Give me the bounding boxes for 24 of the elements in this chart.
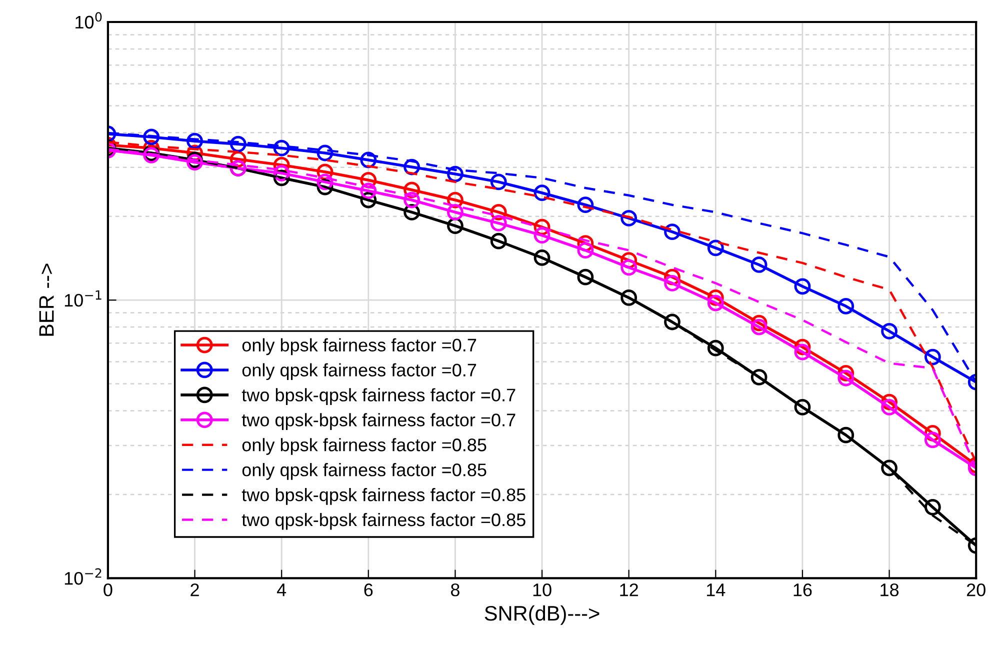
x-tick-label: 10 [533,584,552,596]
legend-label: two bpsk-qpsk fairness factor =0.7 [242,388,516,405]
y-tick-label: 10$^{−2}$ [64,568,102,585]
x-tick-label: 4 [276,584,286,596]
x-tick-label: 14 [706,584,726,596]
x-tick-label: 18 [880,584,899,596]
x-tick-label: 12 [620,584,638,596]
legend-label: only qpsk fairness factor =0.7 [242,363,476,380]
x-tick-label: 6 [364,584,373,596]
x-tick-label: 2 [190,584,199,596]
y-axis-title: BER --> [39,264,54,336]
x-tick-label: 20 [966,584,986,596]
legend-label: two qpsk-bpsk fairness factor =0.7 [242,413,516,430]
x-axis-title: SNR(dB)---> [484,605,600,625]
legend-label: only qpsk fairness factor =0.85 [242,463,486,480]
legend-label: only bpsk fairness factor =0.7 [242,338,476,356]
y-tick-label: 10$^{−1}$ [64,290,102,307]
legend-label: only bpsk fairness factor =0.85 [242,438,486,455]
legend-label: two qpsk-bpsk fairness factor =0.85 [242,512,526,530]
x-tick-label: 16 [794,584,812,596]
y-tick-label: 10$^{0}$ [76,12,102,29]
x-tick-label: 8 [450,584,460,596]
legend-label: two bpsk-qpsk fairness factor =0.85 [242,488,526,505]
x-tick-label: 0 [104,584,112,596]
